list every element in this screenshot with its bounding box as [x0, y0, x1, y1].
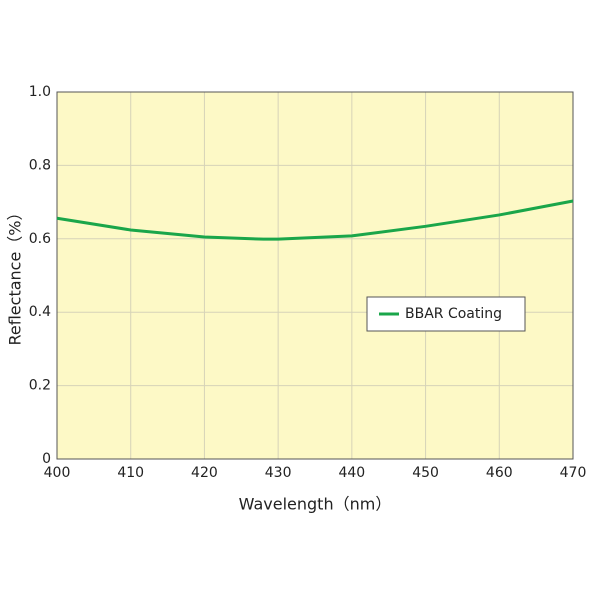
y-tick-label: 0: [42, 451, 51, 467]
y-tick-label: 0.2: [29, 378, 51, 394]
x-tick-label: 440: [338, 465, 365, 481]
y-tick-label: 0.6: [29, 231, 51, 247]
plot-area: [57, 92, 573, 459]
x-tick-label: 410: [117, 465, 144, 481]
legend-label: BBAR Coating: [405, 306, 502, 322]
y-axis-label: Reflectance（%）: [6, 204, 25, 345]
x-tick-label: 430: [265, 465, 292, 481]
data-line: [56, 199, 574, 241]
y-tick-label: 0.4: [29, 304, 51, 320]
plot-frame: [56, 91, 574, 460]
x-tick-label: 470: [560, 465, 587, 481]
x-tick-label: 420: [191, 465, 218, 481]
x-tick-label: 400: [44, 465, 71, 481]
legend-box: [366, 296, 526, 332]
x-axis-label: Wavelength（nm）: [239, 495, 392, 514]
y-tick-label: 1.0: [29, 84, 51, 100]
y-tick-label: 0.8: [29, 157, 51, 173]
x-tick-label: 450: [412, 465, 439, 481]
x-tick-label: 460: [486, 465, 513, 481]
